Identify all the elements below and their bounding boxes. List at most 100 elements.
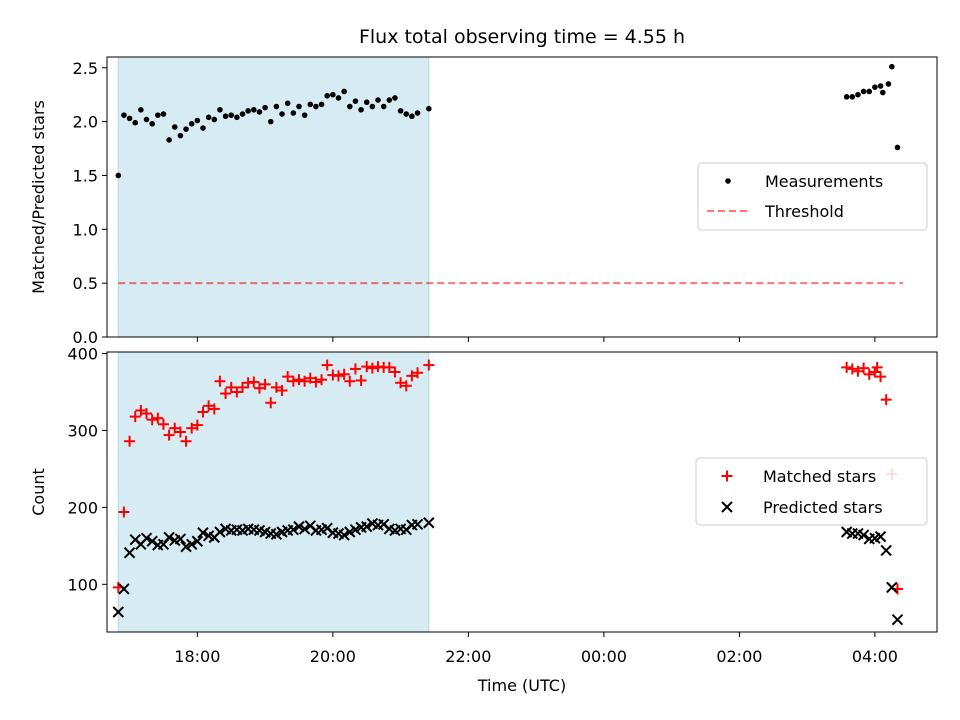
bottom-y-axis-label: Count: [29, 468, 48, 516]
measurement-point: [889, 63, 895, 70]
x-tick-label: 22:00: [445, 647, 491, 666]
matched-star-point: [316, 374, 328, 386]
predicted-star-point: [874, 530, 887, 543]
matched-star-point: [208, 403, 220, 415]
x-tick-label: 02:00: [716, 647, 762, 666]
matched-star-point: [400, 380, 412, 392]
measurement-point: [273, 103, 280, 110]
bottom-shaded-span: [117, 351, 430, 633]
predicted-star-point: [886, 581, 898, 594]
bottom-x-ticks: 18:00 20:00 22:00 00:00 02:00 04:00: [174, 632, 898, 666]
measurement-point: [234, 114, 240, 121]
measurement-point: [115, 172, 122, 179]
measurement-point: [879, 89, 886, 96]
matched-star-point: [203, 400, 215, 412]
predicted-star-point: [423, 517, 435, 529]
bottom-panel: 100 200 300 400 18:00 20:00 22:00 00:00 02:00 04…: [29, 345, 938, 695]
matched-star-point: [304, 372, 316, 384]
matched-star-point: [355, 374, 367, 386]
measurement-point: [352, 98, 359, 104]
matched-star-point: [270, 381, 282, 393]
predicted-star-point: [112, 606, 124, 618]
matched-star-point: [389, 366, 401, 378]
measurement-point: [426, 105, 432, 112]
y-tick-label: 1.0: [73, 220, 98, 239]
y-tick-label: 2.5: [73, 59, 98, 78]
matched-star-point: [191, 419, 203, 431]
measurement-point: [380, 103, 387, 110]
x-tick-label: 18:00: [174, 647, 220, 666]
measurement-point: [849, 94, 856, 100]
matched-star-point: [220, 388, 232, 400]
measurement-point: [307, 101, 314, 108]
matched-star-point: [231, 386, 243, 398]
top-plot-frame: [106, 56, 938, 338]
top-y-axis-label: Matched/Predicted stars: [29, 100, 48, 294]
matched-star-point: [118, 506, 130, 518]
predicted-star-point: [214, 526, 226, 538]
y-tick-label: 400: [67, 345, 98, 364]
measurement-point: [228, 112, 235, 118]
legend-label-matched: Matched stars: [763, 467, 876, 486]
measurement-point: [301, 112, 308, 118]
measurement-point: [324, 92, 331, 99]
measurement-point: [855, 91, 861, 98]
measurement-point: [279, 111, 285, 117]
measurement-point: [330, 91, 336, 98]
legend-box: [697, 162, 928, 231]
predicted-star-point: [891, 613, 904, 626]
measurement-point: [138, 106, 144, 113]
y-tick-label: 0.0: [73, 328, 98, 347]
matched-star-point: [395, 377, 407, 389]
predicted-star-point: [880, 544, 892, 557]
measurement-point: [346, 103, 353, 110]
measurement-point: [256, 109, 263, 115]
measurement-point: [166, 137, 172, 143]
matched-star-point: [174, 426, 186, 438]
measurement-point: [222, 113, 229, 120]
measurement-point: [126, 115, 133, 122]
measurement-point: [885, 81, 892, 87]
measurement-point: [121, 112, 127, 118]
matched-star-point: [310, 376, 322, 388]
chart-title: Flux total observing time = 4.55 h: [359, 26, 685, 48]
bottom-legend: Matched stars Predicted stars: [695, 457, 928, 526]
y-tick-label: 100: [67, 575, 98, 594]
predicted-star-point: [185, 538, 198, 551]
matched-star-point: [157, 418, 169, 430]
measurement-point: [843, 94, 850, 100]
matched-star-point: [875, 371, 887, 383]
measurement-point: [414, 110, 421, 116]
measurements-points: [115, 63, 901, 179]
matched-star-point: [259, 378, 271, 390]
matched-star-point: [163, 429, 175, 441]
matched-star-point: [423, 359, 435, 371]
y-tick-label: 200: [67, 498, 98, 517]
matched-star-point: [141, 408, 153, 420]
matched-star-point: [361, 361, 373, 373]
measurement-point: [392, 95, 398, 101]
matched-star-point: [265, 397, 277, 409]
matched-star-point: [180, 435, 192, 447]
predicted-star-point: [191, 535, 204, 547]
measurement-point: [171, 124, 178, 130]
matched-star-point: [214, 375, 226, 387]
measurement-point: [188, 120, 195, 127]
matched-star-point: [846, 363, 858, 375]
x-tick-label: 20:00: [310, 647, 356, 666]
matched-star-point: [146, 414, 158, 426]
predicted-star-point: [361, 520, 373, 533]
matched-star-point: [841, 361, 853, 373]
matched-star-point: [412, 367, 424, 379]
matched-star-point: [332, 370, 344, 382]
matched-star-point: [366, 362, 378, 374]
measurement-point: [341, 88, 347, 95]
legend-label-measurements: Measurements: [765, 172, 883, 191]
matched-star-point: [282, 371, 294, 383]
x-tick-label: 00:00: [581, 647, 627, 666]
predicted-star-point: [411, 518, 424, 531]
measurement-point: [894, 144, 901, 151]
measurement-point: [239, 111, 246, 117]
measurement-point: [132, 119, 139, 126]
top-y-ticks: 0.0 0.5 1.0 1.5 2.0 2.5: [73, 59, 107, 347]
